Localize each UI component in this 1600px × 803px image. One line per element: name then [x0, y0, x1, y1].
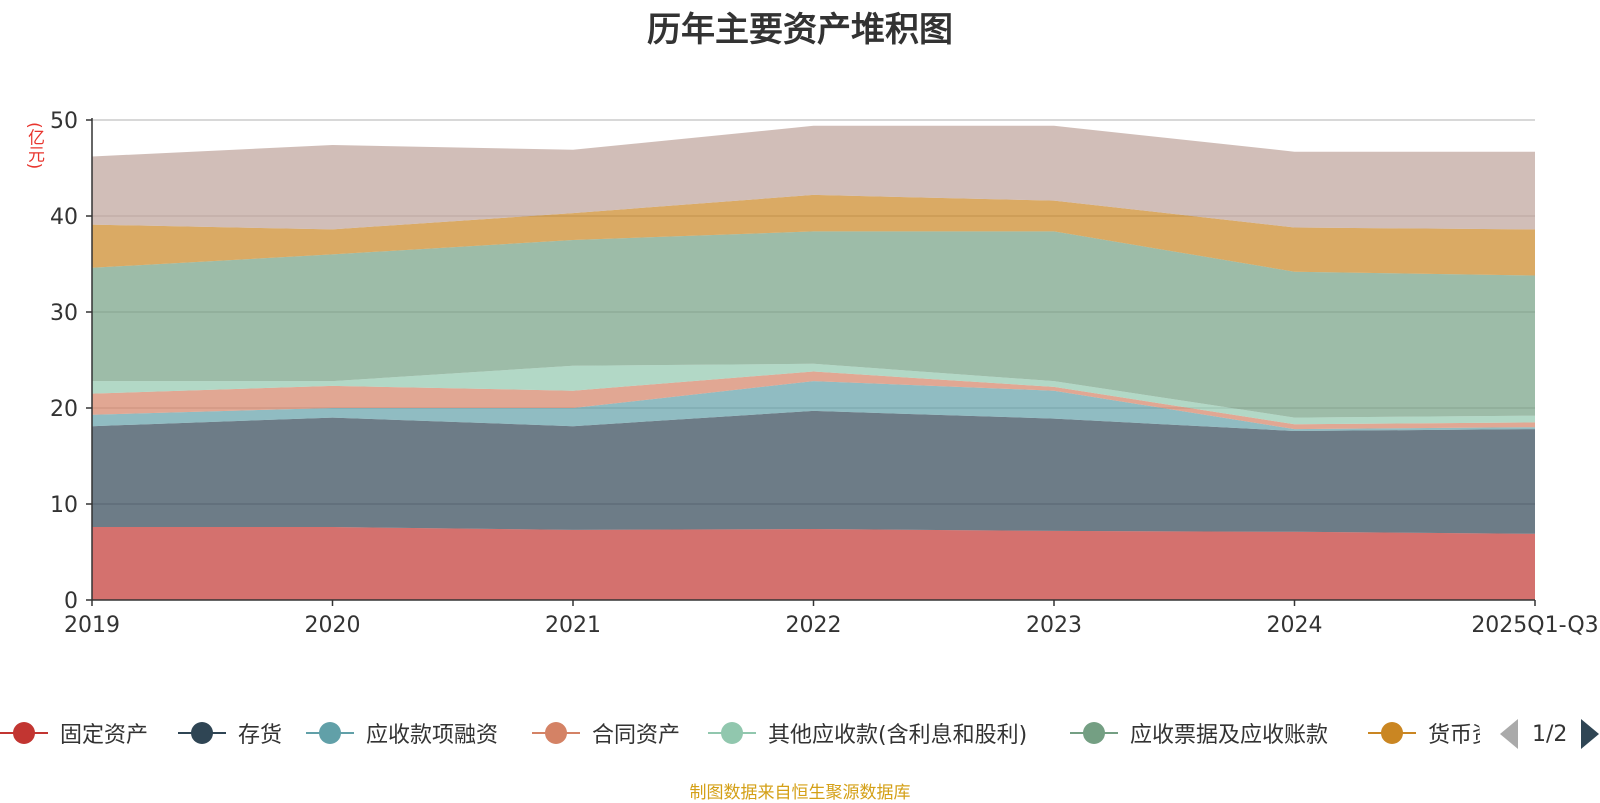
x-tick-label: 2022 [786, 613, 842, 638]
legend-label: 应收款项融资 [366, 723, 499, 748]
area-series-0[interactable] [92, 527, 1535, 600]
chart-title: 历年主要资产堆积图 [647, 10, 953, 50]
legend-label: 合同资产 [592, 723, 681, 748]
legend-marker-icon [1368, 713, 1416, 753]
legend-label: 应收票据及应收账款 [1130, 723, 1329, 748]
legend-marker-icon [0, 713, 48, 753]
legend-item[interactable]: 应收票据及应收账款 [1070, 713, 1328, 753]
legend-label: 其他应收款(含利息和股利) [768, 723, 1028, 748]
y-tick-label: 50 [50, 109, 78, 134]
legend-item[interactable]: 存货 [178, 713, 282, 753]
x-tick-label: 2020 [305, 613, 361, 638]
area-series-7[interactable] [92, 125, 1535, 230]
area-series-4[interactable] [92, 363, 1535, 425]
legend: 固定资产 存货 应收款项融资 合同资产 其他应收款(含利息和股利) 应收票据及应收账款 货币… [0, 713, 1480, 753]
legend-prev-page-button[interactable] [1500, 719, 1518, 749]
legend-item[interactable]: 固定资产 [0, 713, 148, 753]
legend-label: 固定资产 [60, 723, 149, 748]
chart-plot: 0 10 20 30 40 50 2019 2020 2021 2022 2023 2024 2025Q… [50, 109, 1599, 638]
y-tick-label: 40 [50, 205, 78, 230]
area-series-5[interactable] [92, 231, 1535, 418]
legend-pager: 1/2 [1500, 716, 1600, 752]
legend-label: 存货 [238, 723, 283, 748]
x-tick-label: 2019 [64, 613, 120, 638]
legend-next-page-button[interactable] [1581, 719, 1600, 749]
axes: 0 10 20 30 40 50 2019 2020 2021 2022 2023 2024 2025Q… [50, 109, 1599, 638]
x-tick-label: 2021 [545, 613, 601, 638]
area-series [92, 125, 1535, 600]
y-tick-label: 20 [50, 397, 78, 422]
legend-item[interactable]: 其他应收款(含利息和股利) [708, 713, 1027, 753]
area-series-2[interactable] [92, 381, 1535, 431]
legend-item[interactable]: 合同资产 [532, 713, 680, 753]
x-tick-label: 2024 [1267, 613, 1323, 638]
legend-label: 货币资金 [1428, 723, 1480, 748]
x-tick-label: 2025Q1-Q3 [1471, 613, 1598, 638]
area-series-1[interactable] [92, 410, 1535, 534]
area-series-6[interactable] [92, 194, 1535, 276]
source-note: 制图数据来自恒生聚源数据库 [689, 783, 911, 803]
legend-marker-icon [708, 713, 756, 753]
legend-item[interactable]: 应收款项融资 [306, 713, 498, 753]
y-axis-unit-label: (亿元) [24, 122, 44, 170]
y-tick-label: 30 [50, 301, 78, 326]
legend-item[interactable]: 货币资金 [1368, 713, 1480, 753]
y-tick-label: 0 [64, 589, 78, 614]
legend-marker-icon [1070, 713, 1118, 753]
area-series-3[interactable] [92, 371, 1535, 430]
legend-marker-icon [178, 713, 226, 753]
legend-page-indicator: 1/2 [1532, 721, 1568, 747]
y-tick-label: 10 [50, 493, 78, 518]
x-tick-label: 2023 [1026, 613, 1082, 638]
legend-marker-icon [532, 713, 580, 753]
legend-marker-icon [306, 713, 354, 753]
